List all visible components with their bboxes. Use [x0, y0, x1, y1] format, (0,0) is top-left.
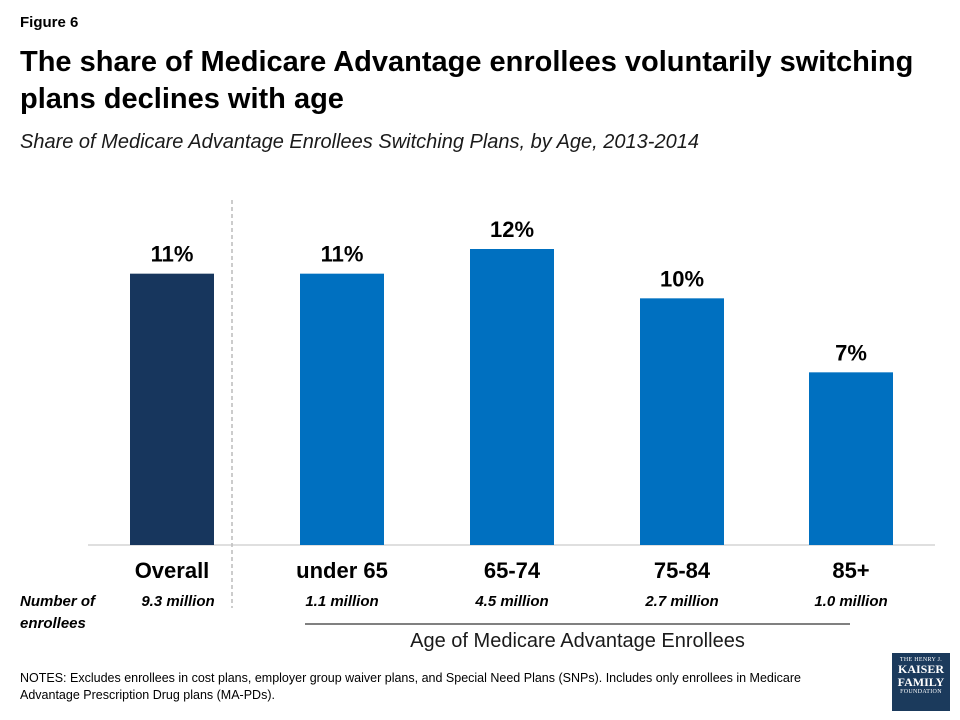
enrollee-count: 9.3 million [141, 593, 214, 610]
bar-chart: 11% Overall 9.3 million 11% under 65 1.1 mill… [88, 200, 935, 625]
data-label: 11% [321, 242, 364, 267]
data-label: 11% [151, 242, 194, 267]
enrollee-count: 2.7 million [644, 593, 718, 610]
logo-line-2: KAISER [897, 662, 944, 676]
category-label: 85+ [832, 558, 869, 583]
bar-65-74 [470, 249, 554, 545]
chart-title: The share of Medicare Advantage enrollee… [20, 46, 914, 115]
data-label: 12% [490, 217, 534, 242]
bar-85plus [809, 372, 893, 545]
enrollee-count: 1.0 million [814, 593, 887, 610]
enrollee-count: 1.1 million [305, 593, 378, 610]
logo-line-3: FAMILY [897, 675, 945, 689]
data-label: 10% [660, 266, 704, 291]
category-label: 65-74 [484, 558, 541, 583]
enrollee-count: 4.5 million [474, 593, 548, 610]
chart-subtitle: Share of Medicare Advantage Enrollees Sw… [20, 131, 699, 153]
x-axis-title: Age of Medicare Advantage Enrollees [410, 630, 745, 652]
enrollees-row-label: Number of enrollees [20, 593, 95, 632]
category-label: under 65 [296, 558, 388, 583]
bar-overall [130, 273, 214, 545]
logo-line-1: THE HENRY J. [899, 657, 943, 663]
bar-75-84 [640, 298, 724, 545]
notes: NOTES: Excludes enrollees in cost plans,… [20, 671, 801, 702]
logo-line-4: FOUNDATION [900, 689, 942, 695]
data-label: 7% [835, 340, 867, 365]
bar-under-65 [300, 273, 384, 545]
kff-logo: THE HENRY J. KAISER FAMILY FOUNDATION [892, 653, 950, 711]
figure-label: Figure 6 [20, 14, 79, 31]
category-label: 75-84 [654, 558, 711, 583]
category-label: Overall [135, 558, 210, 583]
